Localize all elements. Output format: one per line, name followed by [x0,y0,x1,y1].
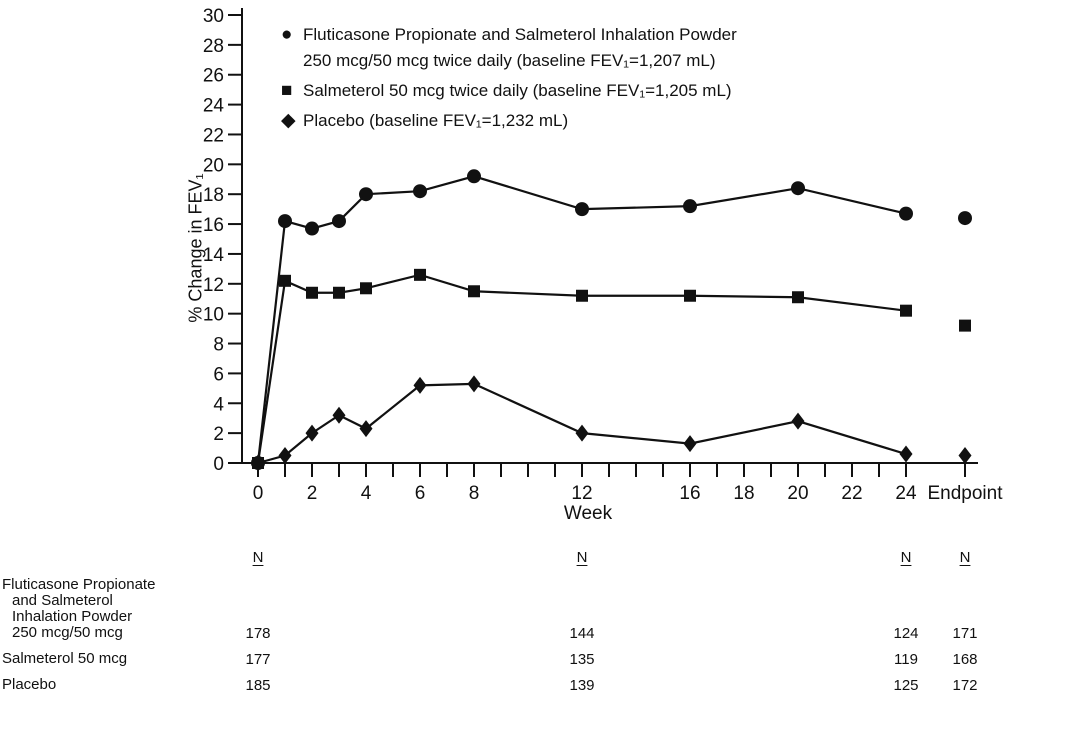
row-label-line: 250 mcg/50 mcg [12,624,123,641]
x-tick-label: 8 [469,483,480,504]
y-tick-label: 8 [213,335,224,356]
y-tick-label: 0 [213,454,224,475]
y-tick-label: 30 [203,6,224,27]
legend: ● Fluticasone Propionate and Salmeterol … [281,22,737,138]
x-axis-title: Week [563,503,613,524]
x-tick-label: 4 [361,483,372,504]
series-salmeterol [252,268,971,469]
n-value: 171 [952,625,978,642]
x-tick-label: 22 [841,483,862,504]
x-tick-label: 0 [253,483,264,504]
n-column-header: N [900,549,912,566]
y-tick-label: 6 [213,364,224,385]
y-tick-label: 28 [203,36,224,57]
diamond-marker-icon: ◆ [281,110,296,131]
n-table-row-label-salmeterol: Salmeterol 50 mcg [2,651,127,667]
x-tick-label: 2 [307,483,318,504]
row-label-line: Inhalation Powder [12,608,133,625]
x-tick-label: 20 [787,483,808,504]
legend-entry-placebo: ◆ Placebo (baseline FEV₁=1,232 mL) [281,108,737,134]
n-value: 177 [245,651,271,668]
x-tick-label-endpoint: Endpoint [927,483,1003,504]
y-tick-label: 26 [203,66,224,87]
n-table-row-label-placebo: Placebo [2,677,56,693]
y-tick-label: 4 [213,394,224,415]
y-tick-label: 14 [203,245,225,266]
x-tick-label: 18 [733,483,754,504]
n-value: 178 [245,625,271,642]
y-tick-label: 22 [203,125,224,146]
n-table-row-label-fluticasone: Fluticasone Propionate and Salmeterol In… [2,577,155,641]
legend-label: Salmeterol 50 mcg twice daily (baseline … [303,78,732,104]
legend-label-line: 250 mcg/50 mcg twice daily (baseline FEV… [303,51,716,70]
n-value: 135 [569,651,595,668]
n-value: 139 [569,677,595,694]
n-value: 125 [893,677,919,694]
y-tick-label: 20 [203,155,224,176]
n-value: 172 [952,677,978,694]
legend-label-line: Placebo (baseline FEV₁=1,232 mL) [303,111,569,130]
y-tick-label: 10 [203,305,224,326]
n-value: 144 [569,625,595,642]
n-value: 168 [952,651,978,668]
n-value: 119 [894,651,918,668]
n-value: 124 [893,625,919,642]
y-tick-label: 2 [213,424,224,445]
x-axis-ticks: 0 2 4 6 8 12 16 18 20 22 24 Endpoint [253,464,1003,504]
x-tick-label: 24 [895,483,917,504]
axes [241,8,978,464]
y-axis-title: % Change in FEV₁ [185,173,206,323]
y-tick-label: 12 [203,275,224,296]
circle-marker-icon: ● [281,24,293,45]
y-tick-label: 24 [203,96,225,117]
x-tick-label: 6 [415,483,426,504]
row-label-line: Fluticasone Propionate [2,576,156,593]
legend-label: Placebo (baseline FEV₁=1,232 mL) [303,108,568,134]
legend-entry-fluticasone-salmeterol: ● Fluticasone Propionate and Salmeterol … [281,22,737,74]
n-column-header: N [576,549,588,566]
row-label-line: Salmeterol 50 mcg [2,650,128,667]
x-tick-label: 16 [679,483,700,504]
series-placebo [251,375,972,472]
n-value: 185 [245,677,271,694]
square-marker-icon: ■ [281,80,293,101]
legend-label-line: Fluticasone Propionate and Salmeterol In… [303,25,737,44]
legend-label: Fluticasone Propionate and Salmeterol In… [303,22,737,74]
n-column-header: N [252,549,264,566]
series-fluticasone-salmeterol [251,169,972,470]
y-tick-label: 18 [203,185,224,206]
n-column-header: N [959,549,971,566]
row-label-line: Placebo [2,676,57,693]
x-tick-label: 12 [571,483,592,504]
legend-label-line: Salmeterol 50 mcg twice daily (baseline … [303,81,732,100]
row-label-line: and Salmeterol [12,592,113,609]
legend-entry-salmeterol: ■ Salmeterol 50 mcg twice daily (baselin… [281,78,737,104]
y-tick-label: 16 [203,215,224,236]
